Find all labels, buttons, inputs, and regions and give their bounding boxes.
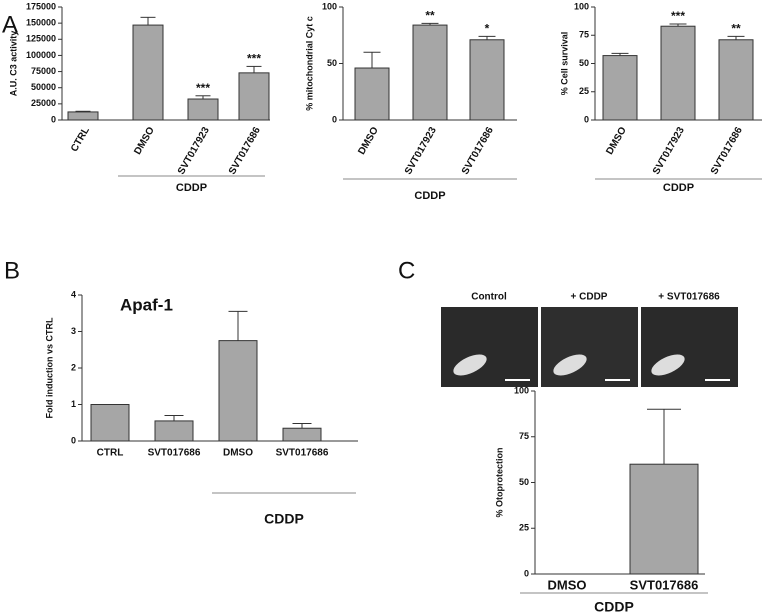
x-tick-label: DMSO [548,577,587,592]
y-tick-label: 0 [332,114,337,124]
y-axis-label: % Otoprotection [494,448,504,518]
bar [132,24,164,121]
y-tick-label: 0 [524,568,529,578]
y-tick-label: 125000 [26,34,56,44]
bar [660,25,696,121]
x-tick-label: SVT017686 [227,125,263,177]
y-tick-label: 25000 [31,98,56,108]
y-tick-label: 3 [71,326,76,336]
bar [187,98,219,121]
y-tick-label: 0 [584,114,589,124]
y-tick-label: 75 [579,30,589,40]
significance: *** [247,52,261,66]
y-axis-label: % mitochondrial Cyt c [304,16,314,111]
y-tick-label: 50 [519,477,529,487]
y-tick-label: 2 [71,362,76,372]
x-tick-label: SVT017923 [403,125,439,177]
y-tick-label: 100 [574,1,589,11]
group-label: CDDP [663,182,694,194]
y-tick-label: 75000 [31,66,56,76]
chart-title: Apaf-1 [120,295,173,314]
significance: *** [671,9,685,23]
x-tick-label: SVT017686 [630,577,699,592]
bar [282,427,322,442]
y-axis-label: A.U. C3 activity [8,31,18,97]
x-tick-label: SVT017923 [176,125,212,177]
x-tick-label: SVT017686 [460,125,496,177]
panel-label: A [2,11,18,38]
y-axis-label: Fold induction vs CTRL [44,317,54,418]
y-tick-label: 50 [579,58,589,68]
micrograph [441,307,538,387]
micrograph [541,307,638,387]
bar [238,72,270,121]
bar [67,111,99,121]
x-tick-label: DMSO [223,448,253,459]
significance: ** [425,9,435,23]
y-tick-label: 25 [579,86,589,96]
y-axis-label: % Cell survival [559,32,569,96]
y-tick-label: 100000 [26,50,56,60]
bar [602,55,638,121]
x-tick-label: DMSO [132,125,157,157]
y-tick-label: 100 [514,385,529,395]
significance: *** [196,81,210,95]
larva [553,354,587,376]
y-tick-label: 75 [519,431,529,441]
image-label: Control [471,292,507,303]
group-label: CDDP [264,511,304,527]
x-tick-label: CTRL [97,448,124,459]
group-label: CDDP [414,190,445,202]
x-tick-label: SVT017686 [276,448,329,459]
bar [90,404,130,442]
y-tick-label: 150000 [26,18,56,28]
bar [354,67,390,121]
y-tick-label: 50000 [31,82,56,92]
bar [718,39,754,121]
y-tick-label: 100 [322,1,337,11]
bar [469,39,505,121]
panel-label: C [398,257,415,284]
bar [412,24,448,121]
x-tick-label: DMSO [604,125,629,157]
y-tick-label: 0 [51,114,56,124]
bar [218,340,258,442]
larva [453,354,487,376]
y-tick-label: 0 [71,435,76,445]
y-tick-label: 50 [327,58,337,68]
image-label: + CDDP [571,292,608,303]
group-label: CDDP [594,599,634,615]
significance: * [485,22,490,36]
x-tick-label: CTRL [69,125,92,154]
bar [154,420,194,442]
y-tick-label: 1 [71,399,76,409]
x-tick-label: SVT017686 [709,125,745,177]
larva [651,354,685,376]
bar [629,463,699,575]
y-tick-label: 4 [71,289,76,299]
x-tick-label: SVT017923 [651,125,687,177]
panel-label: B [4,257,20,284]
x-tick-label: DMSO [356,125,381,157]
image-label: + SVT017686 [658,292,720,303]
group-label: CDDP [176,182,207,194]
significance: ** [731,22,741,36]
y-tick-label: 25 [519,523,529,533]
x-tick-label: SVT017686 [148,448,201,459]
y-tick-label: 175000 [26,1,56,11]
